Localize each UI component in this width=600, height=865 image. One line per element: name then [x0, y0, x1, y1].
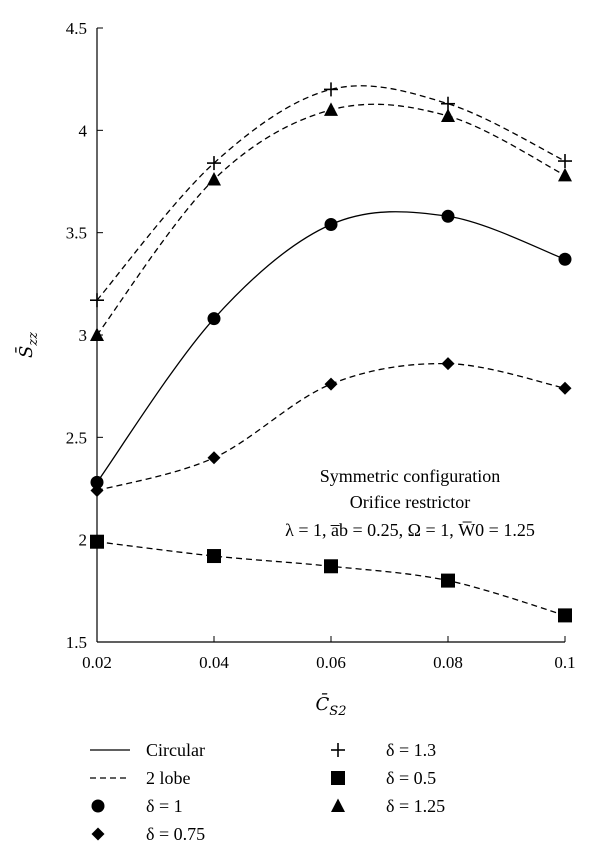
legend-item-6: δ = 0.5 [331, 768, 436, 788]
data-point-delta-0-5 [324, 559, 338, 574]
x-axis-title: C̄S2 [316, 692, 347, 719]
y-tick-label: 3 [79, 326, 88, 345]
y-tick-label: 1.5 [66, 633, 87, 652]
data-point-delta-0-5 [90, 534, 104, 549]
annotation-line-3: λ = 1, a̅b = 0.25, Ω = 1, W̅0 = 1.25 [285, 520, 535, 540]
legend-marker-triangle [331, 798, 345, 812]
data-point-delta-0-75 [207, 451, 221, 465]
legend-marker-diamond [91, 827, 105, 841]
data-point-delta-0-75 [441, 357, 455, 371]
x-tick-label: 0.04 [199, 653, 229, 672]
data-point-delta-1-25 [441, 108, 455, 123]
y-axis-title-group: S̄zz [14, 332, 41, 358]
legend-item-1: Circular [90, 740, 205, 760]
data-point-delta-0-5 [558, 608, 572, 623]
legend-label: δ = 1.25 [386, 796, 445, 816]
data-point-delta-1 [441, 209, 455, 223]
data-point-delta-1 [207, 312, 221, 326]
data-point-delta-1 [90, 475, 104, 489]
y-tick-label: 4.5 [66, 19, 87, 38]
y-tick-label: 4 [79, 121, 88, 140]
legend-marker-plus [331, 743, 345, 757]
y-axis-title: S̄zz [14, 332, 41, 358]
data-point-delta-1 [558, 252, 572, 266]
data-point-delta-1-3 [441, 96, 455, 111]
legend-item-2: 2 lobe [90, 768, 191, 788]
legend-label: δ = 1.3 [386, 740, 436, 760]
legend-label: δ = 1 [146, 796, 183, 816]
legend-label: Circular [146, 740, 205, 760]
data-point-delta-1-3 [558, 154, 572, 169]
legend-item-7: δ = 1.25 [331, 796, 445, 816]
legend-label: δ = 0.5 [386, 768, 436, 788]
x-tick-label: 0.08 [433, 653, 463, 672]
data-point-delta-1-3 [324, 82, 338, 97]
x-tick-label: 0.02 [82, 653, 112, 672]
series-line-delta-1-25 [96, 103, 566, 336]
data-point-delta-0-75 [558, 381, 572, 395]
series-line-delta-0-5 [96, 541, 566, 617]
annotation-line-2: Orifice restrictor [350, 492, 470, 512]
x-tick-label: 0.06 [316, 653, 346, 672]
data-point-delta-1-3 [90, 293, 104, 308]
legend-marker-square [331, 771, 345, 785]
legend-label: 2 lobe [146, 768, 191, 788]
data-point-delta-0-75 [324, 377, 338, 391]
data-point-delta-1-25 [207, 171, 221, 186]
data-point-delta-1 [324, 217, 338, 231]
legend-item-4: δ = 0.75 [91, 824, 205, 844]
legend-item-3: δ = 1 [91, 796, 183, 816]
data-point-delta-0-5 [207, 549, 221, 564]
data-point-delta-1-3 [207, 156, 221, 171]
legend-marker-circle [91, 799, 105, 813]
data-point-delta-1-25 [558, 167, 572, 182]
series-line-delta-1 [96, 211, 566, 483]
y-tick-label: 2 [79, 531, 88, 550]
y-tick-label: 2.5 [66, 428, 87, 447]
series-line-delta-1-3 [96, 85, 566, 301]
data-point-delta-1-25 [90, 327, 104, 341]
x-tick-label: 0.1 [554, 653, 575, 672]
legend-label: δ = 0.75 [146, 824, 205, 844]
annotation-line-1: Symmetric configuration [320, 466, 500, 486]
y-tick-label: 3.5 [66, 224, 87, 243]
data-point-delta-1-25 [324, 102, 338, 116]
legend-item-5: δ = 1.3 [331, 740, 436, 760]
data-point-delta-0-5 [441, 573, 455, 588]
data-point-delta-0-75 [90, 484, 104, 498]
